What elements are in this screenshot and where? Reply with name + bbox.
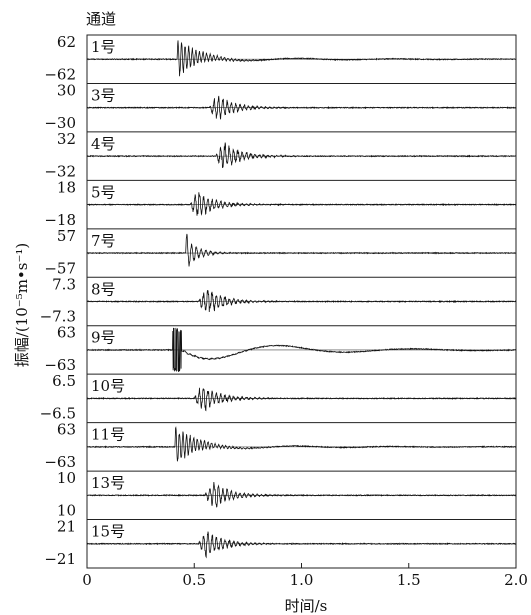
- amplitude-top-label: 6.5: [52, 372, 76, 390]
- channel-label: 5号: [91, 183, 116, 201]
- channel-panel: 3号 30 −30: [44, 81, 517, 132]
- waveform-trace: [86, 142, 517, 168]
- amplitude-bottom-label: −21: [44, 550, 76, 568]
- amplitude-top-label: 21: [57, 518, 76, 536]
- waveform-trace: [86, 95, 517, 120]
- waveform-trace: [86, 290, 517, 313]
- amplitude-bottom-label: −62: [44, 65, 76, 83]
- channel-label: 11号: [91, 426, 125, 444]
- y-axis-title: 振幅/(10⁻⁵m•s⁻¹): [13, 243, 31, 367]
- amplitude-top-label: 63: [57, 421, 76, 439]
- amplitude-bottom-label: −32: [44, 162, 76, 180]
- channel-panel: 1号 62 −62: [44, 33, 517, 83]
- channel-panel: 13号 10 10: [57, 469, 517, 520]
- amplitude-top-label: 30: [57, 81, 76, 99]
- waveform-trace: [86, 40, 517, 77]
- amplitude-top-label: 7.3: [52, 275, 76, 293]
- channel-panels: 1号 62 −62 3号 30 −30 4号 32 −32 5号 18 −18 7号 57 −57 8号 7.3…: [40, 33, 517, 569]
- channel-panel: 7号 57 −57: [44, 227, 517, 277]
- amplitude-bottom-label: −6.5: [40, 405, 76, 423]
- waveform-trace: [86, 387, 517, 412]
- channel-label: 8号: [91, 280, 116, 298]
- x-tick-label: 1.5: [397, 571, 421, 589]
- channel-label: 10号: [91, 377, 125, 395]
- amplitude-bottom-label: −30: [44, 114, 76, 132]
- channel-label: 15号: [91, 523, 125, 541]
- channel-label: 7号: [91, 232, 116, 250]
- x-axis: 0 0.5 1.0 1.5 2.0: [82, 563, 528, 589]
- amplitude-top-label: 32: [57, 130, 76, 148]
- channel-label: 3号: [91, 86, 116, 104]
- channel-panel: 10号 6.5 −6.5: [40, 372, 517, 423]
- waveform-trace: [86, 426, 517, 462]
- channel-panel: 11号 63 −63: [44, 421, 517, 471]
- x-axis-title: 时间/s: [285, 597, 328, 615]
- x-tick-label: 2.0: [504, 571, 528, 589]
- x-tick-label: 0: [82, 571, 92, 589]
- amplitude-bottom-label: −57: [44, 259, 76, 277]
- channel-panel: 15号 21 −21: [44, 518, 517, 568]
- amplitude-bottom-label: −7.3: [40, 308, 76, 326]
- amplitude-bottom-label: −63: [44, 356, 76, 374]
- waveform-trace: [86, 531, 517, 559]
- waveform-trace: [86, 233, 517, 267]
- amplitude-top-label: 10: [57, 469, 76, 487]
- amplitude-bottom-label: −63: [44, 453, 76, 471]
- channel-panel: 8号 7.3 −7.3: [40, 275, 517, 326]
- waveform-trace: [86, 481, 517, 508]
- channel-header: 通道: [86, 10, 116, 28]
- amplitude-bottom-label: −18: [44, 211, 76, 229]
- waveform-trace: [86, 327, 516, 373]
- channel-label: 1号: [91, 38, 116, 56]
- waveform-trace: [86, 192, 517, 216]
- amplitude-top-label: 18: [57, 178, 76, 196]
- channel-panel: 4号 32 −32: [44, 130, 517, 180]
- channel-panel: 5号 18 −18: [44, 178, 517, 229]
- channel-label: 4号: [91, 135, 116, 153]
- channel-panel: 9号 63 −63: [44, 324, 516, 374]
- channel-label: 9号: [91, 329, 116, 347]
- channel-label: 13号: [91, 474, 125, 492]
- amplitude-top-label: 57: [57, 227, 76, 245]
- amplitude-top-label: 63: [57, 324, 76, 342]
- amplitude-top-label: 62: [57, 33, 76, 51]
- amplitude-bottom-label: 10: [57, 502, 76, 520]
- x-tick-label: 0.5: [182, 571, 206, 589]
- x-tick-label: 1.0: [290, 571, 314, 589]
